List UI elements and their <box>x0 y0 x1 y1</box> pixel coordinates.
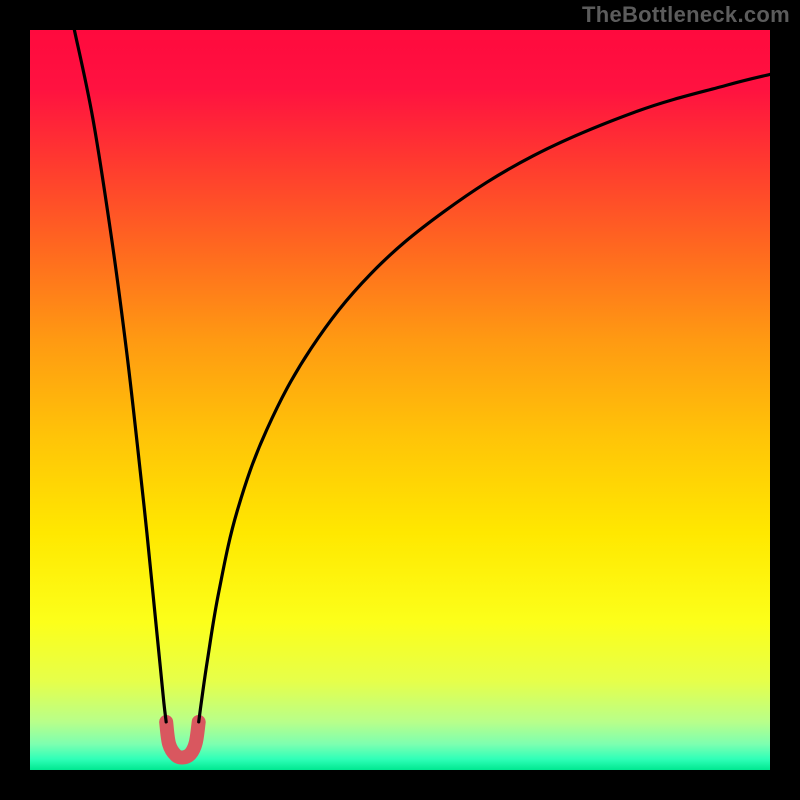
chart-container: TheBottleneck.com <box>0 0 800 800</box>
plot-area <box>30 30 770 770</box>
watermark-text: TheBottleneck.com <box>582 2 790 28</box>
curve-svg <box>30 30 770 770</box>
curve-left-branch <box>74 30 166 722</box>
curve-right-branch <box>199 74 770 722</box>
dip-marker <box>166 722 199 758</box>
